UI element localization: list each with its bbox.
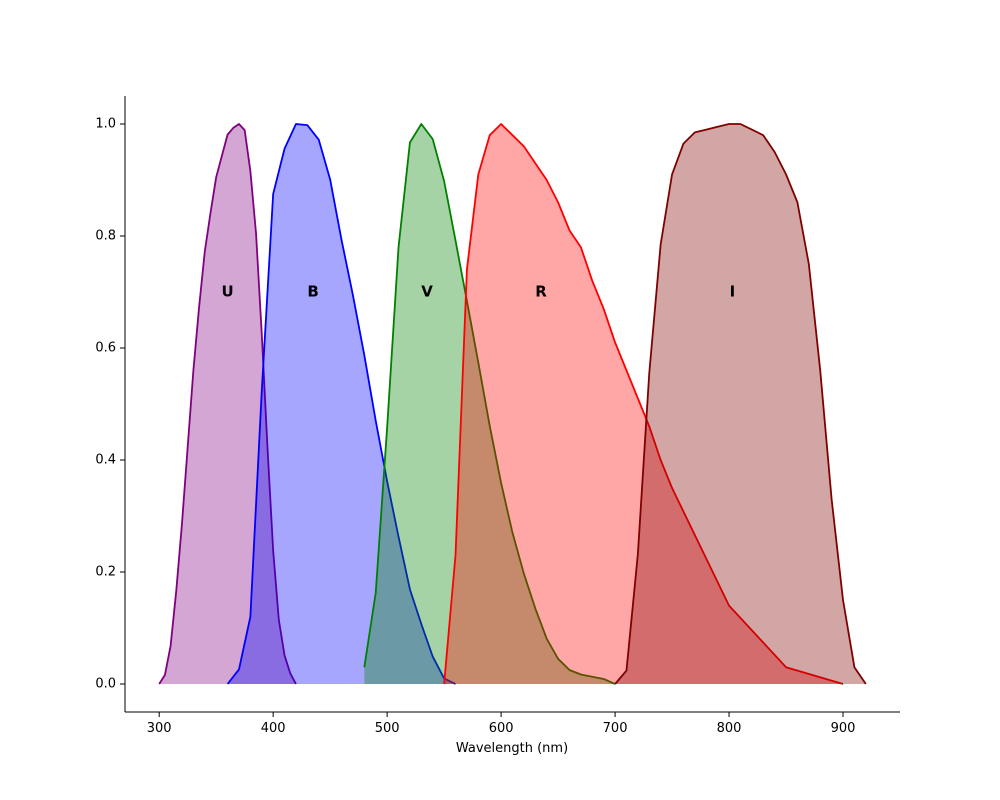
y-tick-label: 0.6: [95, 341, 116, 356]
band-line-u: [158, 123, 297, 685]
y-tick-label: 1.0: [95, 117, 116, 132]
band-fill-b: [227, 124, 456, 684]
band-label-i: I: [730, 283, 736, 301]
x-axis-label: Wavelength (nm): [456, 741, 568, 756]
band-label-r: R: [535, 283, 547, 301]
x-ticks: 300 400 500 600 700 800 900: [147, 712, 856, 736]
band-line-r: [443, 123, 844, 685]
x-tick-label: 500: [375, 721, 400, 736]
y-tick-label: 0.0: [95, 677, 116, 692]
band-curves: [158, 123, 867, 685]
y-tick-label: 0.8: [95, 229, 116, 244]
band-label-v: V: [421, 283, 433, 301]
band-fill-v: [364, 124, 616, 684]
y-tick-label: 0.4: [95, 453, 116, 468]
band-fill-u: [159, 124, 296, 684]
band-line-b: [226, 123, 456, 685]
x-tick-label: 300: [147, 721, 172, 736]
x-tick-label: 400: [261, 721, 286, 736]
band-line-v: [363, 123, 616, 685]
axes: [124, 96, 900, 713]
band-label-u: U: [221, 283, 233, 301]
band-fill-i: [615, 124, 866, 684]
band-label-b: B: [307, 283, 318, 301]
x-tick-label: 800: [717, 721, 742, 736]
y-ticks: 0.0 0.2 0.4 0.6 0.8 1.0: [95, 117, 125, 692]
x-tick-label: 600: [489, 721, 514, 736]
x-tick-label: 700: [603, 721, 628, 736]
band-line-i: [614, 123, 867, 685]
band-fill-r: [444, 124, 844, 684]
y-tick-label: 0.2: [95, 565, 116, 580]
x-tick-label: 900: [831, 721, 856, 736]
